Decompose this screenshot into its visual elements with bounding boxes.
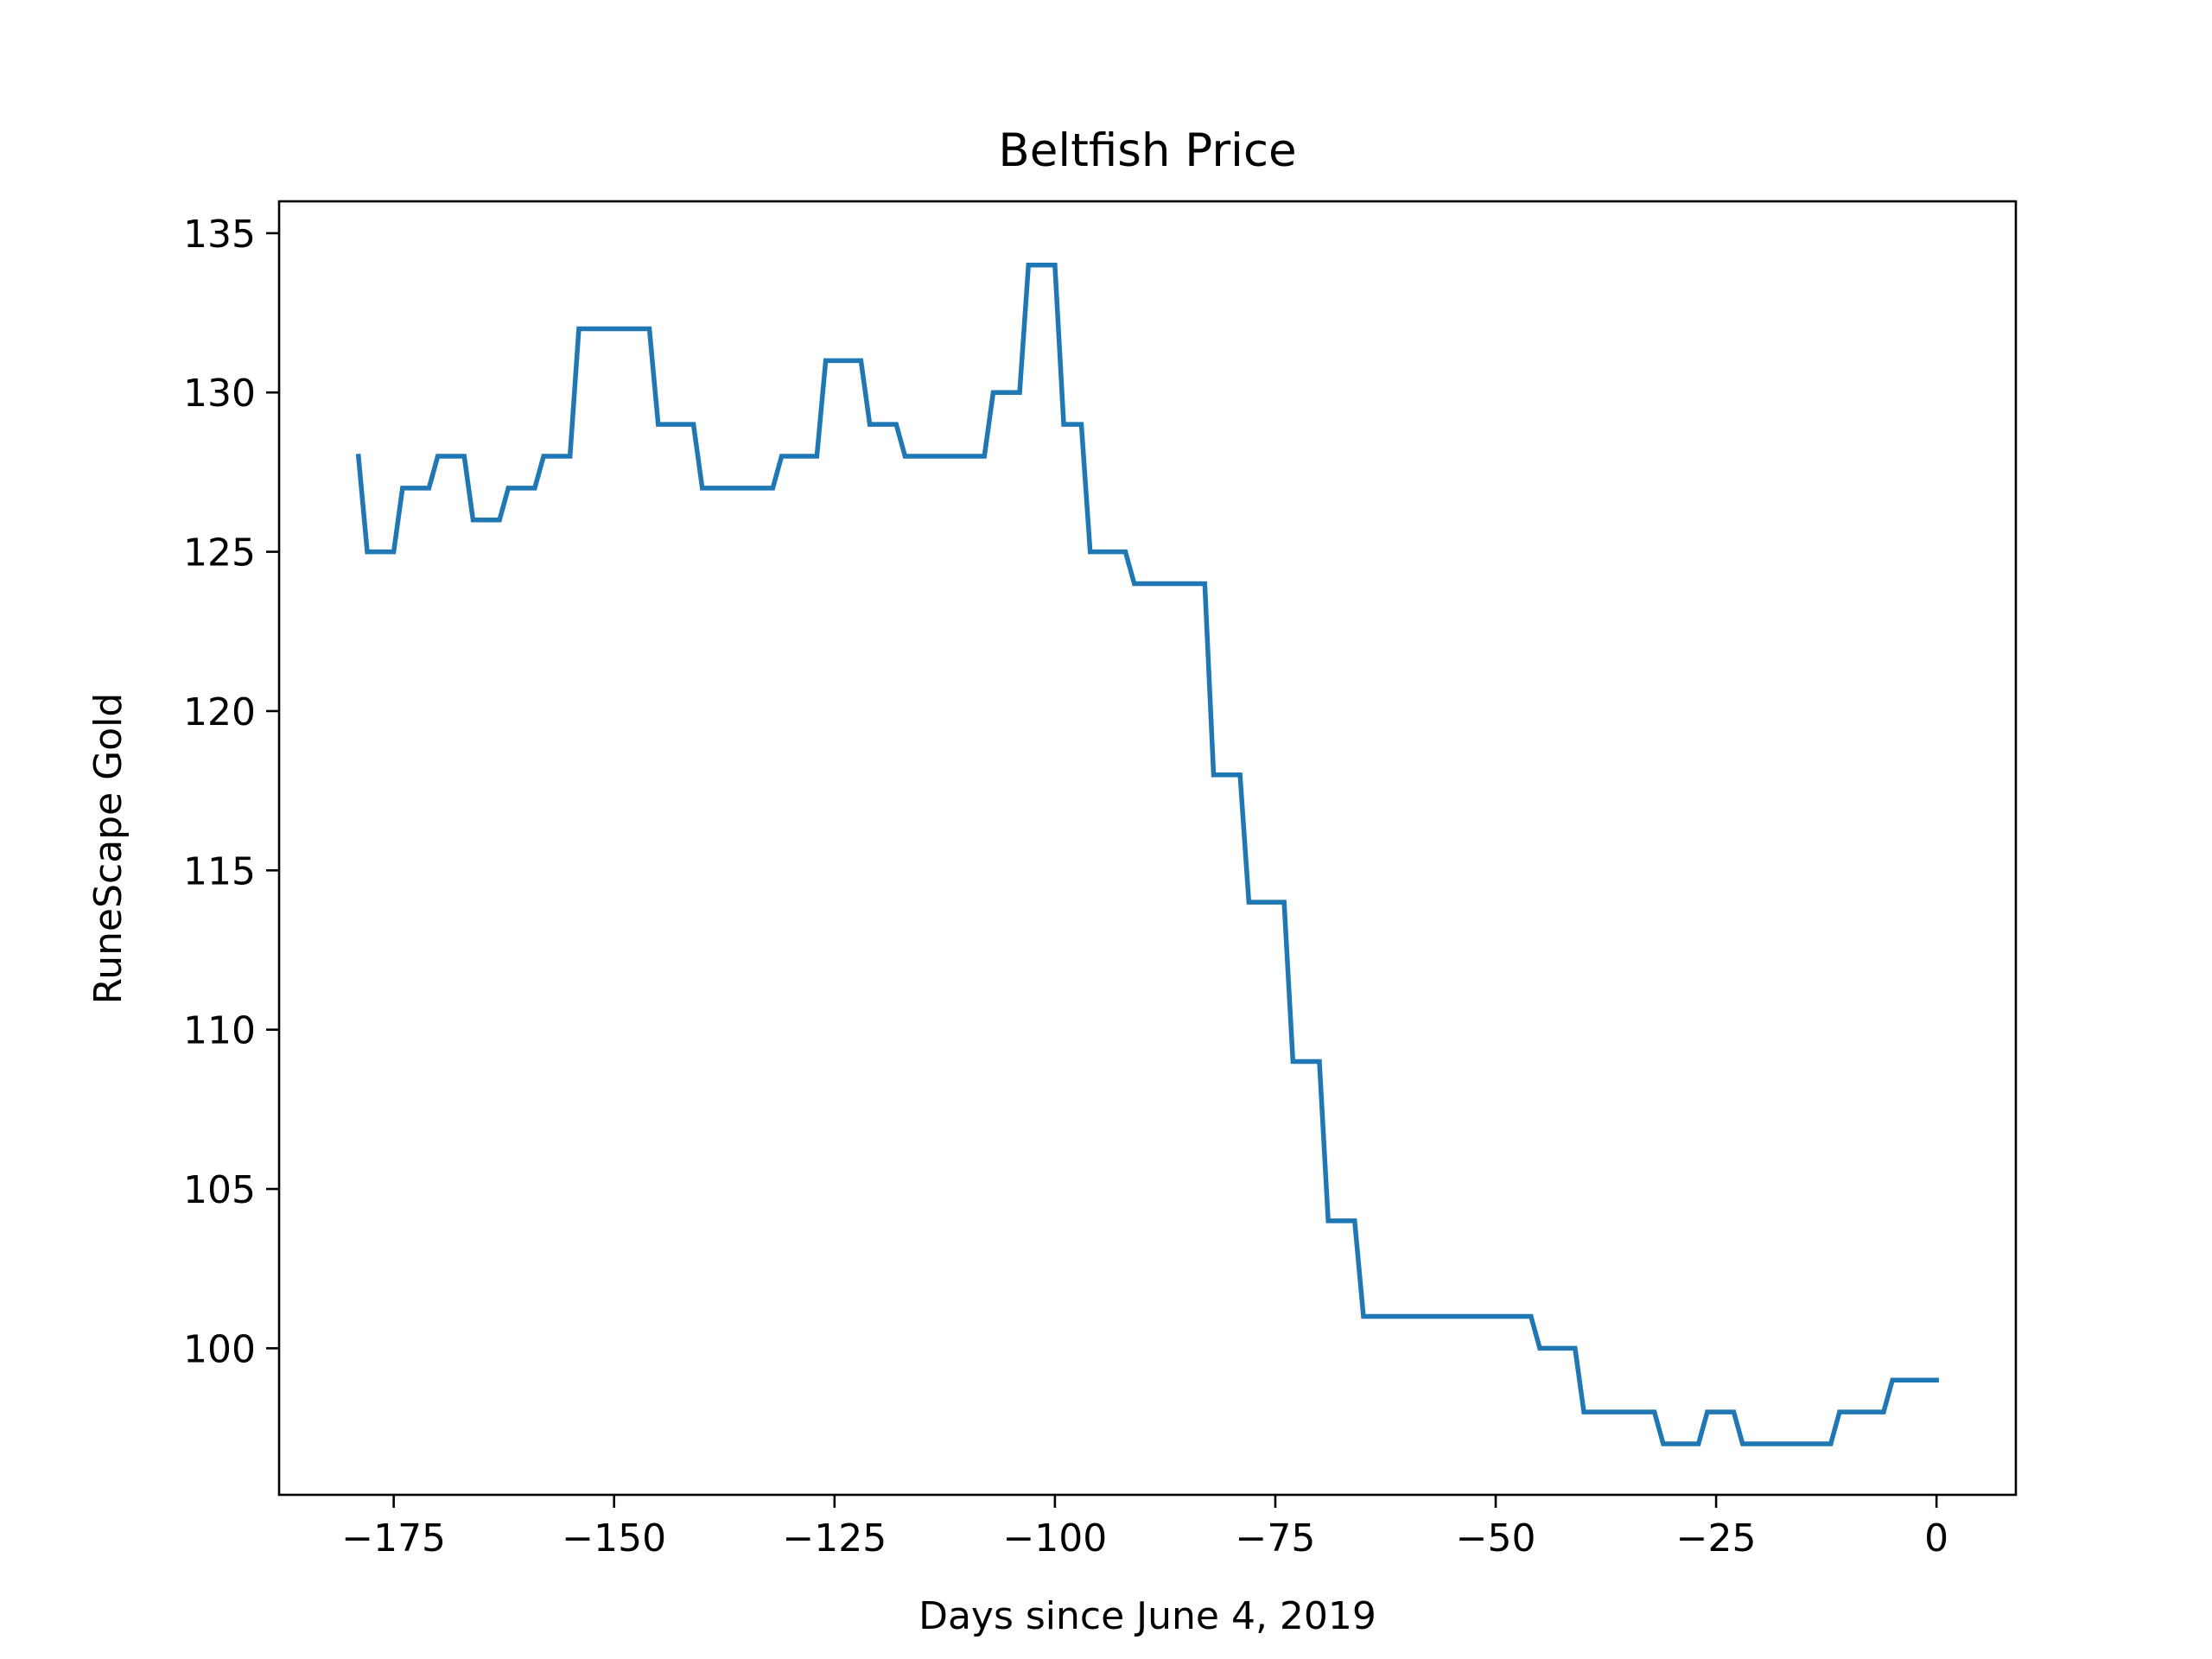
- x-tick-label: −50: [1456, 1516, 1536, 1560]
- y-tick-label: 105: [183, 1168, 256, 1212]
- y-tick-label: 125: [183, 531, 256, 575]
- y-tick-label: 100: [183, 1327, 256, 1371]
- x-tick-label: −100: [1002, 1516, 1107, 1560]
- y-axis-title: RuneScape Gold: [86, 693, 130, 1005]
- x-axis-title: Days since June 4, 2019: [918, 1594, 1376, 1638]
- x-tick-label: −150: [562, 1516, 666, 1560]
- y-tick-label: 120: [183, 690, 256, 734]
- y-tick-label: 110: [183, 1009, 256, 1053]
- x-tick-label: −175: [341, 1516, 446, 1560]
- chart-title: Beltfish Price: [998, 124, 1296, 177]
- x-tick-label: −75: [1236, 1516, 1316, 1560]
- y-tick-label: 135: [183, 213, 256, 257]
- y-tick-label: 115: [183, 849, 256, 893]
- series-line-0: [355, 262, 1939, 1446]
- x-tick-label: −25: [1676, 1516, 1757, 1560]
- plot-layer: −175 −150 −125 −100 −75 −50 −25 0 100 105 110 115 12…: [183, 200, 2018, 1560]
- x-tick-label: 0: [1924, 1516, 1948, 1560]
- plot-frame: [277, 200, 2018, 1497]
- x-tick-label: −125: [782, 1516, 887, 1560]
- y-tick-label: 130: [183, 372, 256, 416]
